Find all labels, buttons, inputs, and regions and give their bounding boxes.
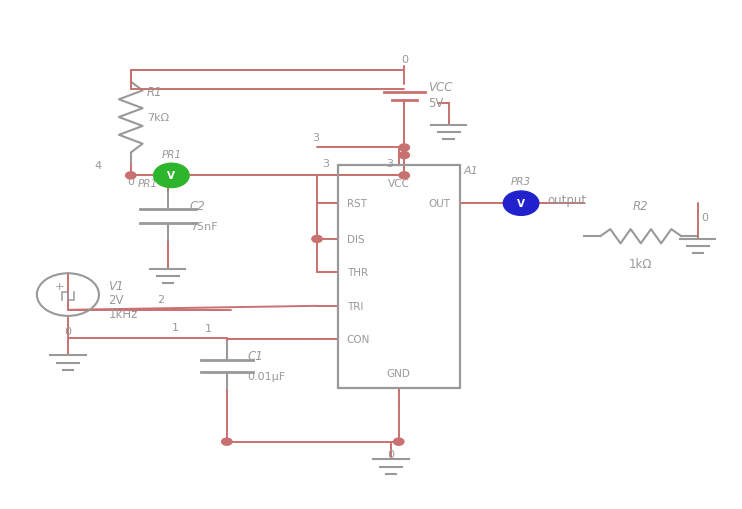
Text: 0: 0 xyxy=(127,176,134,186)
Text: R1: R1 xyxy=(147,86,162,99)
Circle shape xyxy=(399,145,410,152)
Text: C2: C2 xyxy=(190,200,206,213)
Text: GND: GND xyxy=(387,369,410,379)
Text: TRI: TRI xyxy=(347,301,363,311)
Circle shape xyxy=(222,438,232,445)
Circle shape xyxy=(503,191,539,216)
Circle shape xyxy=(399,173,410,180)
Text: 2V: 2V xyxy=(108,294,124,306)
Circle shape xyxy=(125,173,136,180)
Text: 1: 1 xyxy=(171,322,178,332)
Circle shape xyxy=(312,236,322,243)
Text: 7kΩ: 7kΩ xyxy=(147,113,169,123)
Text: V: V xyxy=(168,171,175,181)
Text: 1: 1 xyxy=(205,324,212,333)
Text: output: output xyxy=(547,193,586,206)
Text: 3: 3 xyxy=(312,133,319,143)
Text: PR1: PR1 xyxy=(138,179,158,188)
Text: 3: 3 xyxy=(386,158,393,168)
Text: R2: R2 xyxy=(633,200,649,212)
Text: PR3: PR3 xyxy=(511,177,531,187)
Text: A1: A1 xyxy=(464,166,478,176)
Text: RST: RST xyxy=(347,199,367,209)
Text: 75nF: 75nF xyxy=(190,221,217,232)
Text: C1: C1 xyxy=(248,349,263,362)
Text: 1kΩ: 1kΩ xyxy=(629,257,652,270)
Text: V1: V1 xyxy=(108,279,124,292)
Bar xyxy=(338,166,460,389)
Text: 5V: 5V xyxy=(428,97,443,110)
Text: DIS: DIS xyxy=(347,235,364,244)
Text: 0.01μF: 0.01μF xyxy=(248,371,286,381)
Text: THR: THR xyxy=(347,268,368,278)
Text: 4: 4 xyxy=(94,161,101,171)
Text: 0: 0 xyxy=(387,449,395,460)
Text: VCC: VCC xyxy=(428,81,453,94)
Text: V: V xyxy=(517,199,525,209)
Text: OUT: OUT xyxy=(429,199,451,209)
Circle shape xyxy=(393,438,404,445)
Text: 1kHz: 1kHz xyxy=(108,308,138,321)
Circle shape xyxy=(154,164,189,188)
Text: PR1: PR1 xyxy=(161,149,182,159)
Text: 2: 2 xyxy=(157,294,164,304)
Text: +: + xyxy=(54,282,64,292)
Text: 0: 0 xyxy=(401,54,408,65)
Text: CON: CON xyxy=(347,334,370,345)
Text: 0: 0 xyxy=(701,213,709,222)
Circle shape xyxy=(399,152,410,159)
Text: 0: 0 xyxy=(65,326,71,336)
Text: 3: 3 xyxy=(322,158,329,168)
Text: VCC: VCC xyxy=(388,179,410,188)
